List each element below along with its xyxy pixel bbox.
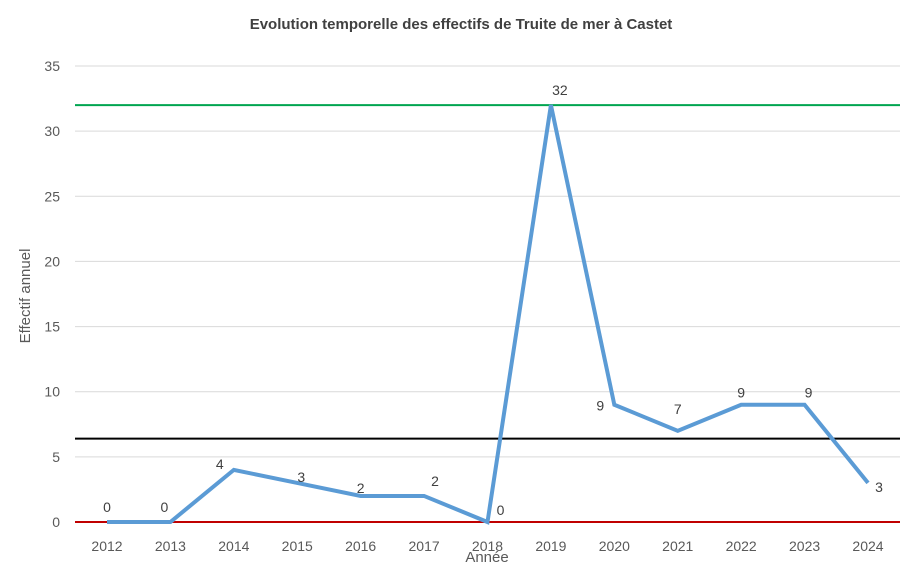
data-label: 9	[737, 385, 745, 401]
x-tick-label: 2020	[599, 538, 630, 554]
x-tick-label: 2022	[726, 538, 757, 554]
y-tick-label: 5	[52, 449, 60, 465]
x-tick-label: 2017	[409, 538, 440, 554]
series-layer	[106, 104, 870, 525]
data-label: 32	[552, 82, 568, 98]
y-tick-label: 10	[44, 384, 60, 400]
gridlines	[75, 65, 900, 458]
x-tick-label: 2024	[852, 538, 883, 554]
y-tick-label: 30	[44, 123, 60, 139]
data-label: 0	[497, 502, 505, 518]
data-label: 4	[216, 456, 224, 472]
y-tick-label: 0	[52, 514, 60, 530]
x-tick-label: 2018	[472, 538, 503, 554]
y-axis-ticks: 0 5 10 15 20 25 30 35	[44, 58, 60, 530]
data-label: 0	[161, 499, 169, 515]
y-axis-title: Effectif annuel	[17, 249, 34, 344]
data-label: 3	[297, 469, 305, 485]
x-tick-label: 2016	[345, 538, 376, 554]
x-tick-label: 2012	[91, 538, 122, 554]
data-label: 2	[431, 473, 439, 489]
y-tick-label: 15	[44, 319, 60, 335]
data-label: 9	[805, 385, 813, 401]
x-axis-ticks: 2012 2013 2014 2015 2016 2017 2018 2019 2020 2021…	[91, 538, 883, 554]
x-tick-label: 2014	[218, 538, 249, 554]
x-tick-label: 2015	[282, 538, 313, 554]
reference-lines	[75, 104, 900, 523]
data-label: 7	[674, 401, 682, 417]
chart-title: Evolution temporelle des effectifs de Tr…	[250, 16, 673, 33]
x-tick-label: 2023	[789, 538, 820, 554]
data-label: 0	[103, 499, 111, 515]
y-tick-label: 25	[44, 188, 60, 204]
data-label: 2	[357, 480, 365, 496]
x-tick-label: 2021	[662, 538, 693, 554]
x-tick-label: 2019	[535, 538, 566, 554]
data-label: 9	[596, 398, 604, 414]
y-tick-label: 35	[44, 58, 60, 74]
x-axis-title: Année	[465, 549, 508, 566]
y-tick-label: 20	[44, 253, 60, 269]
x-tick-label: 2013	[155, 538, 186, 554]
data-label: 3	[875, 479, 883, 495]
